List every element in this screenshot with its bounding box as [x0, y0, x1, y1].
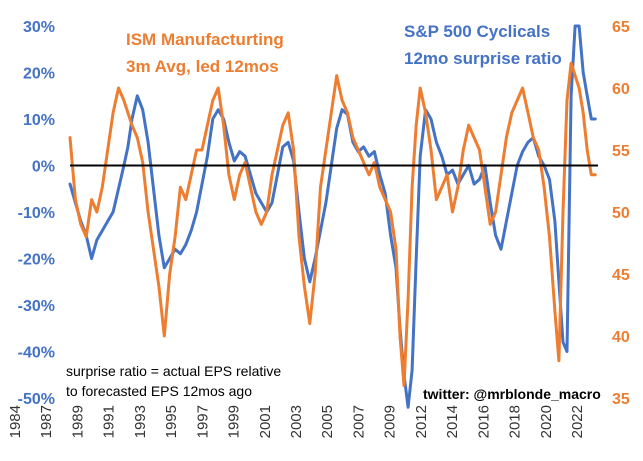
right-axis-tick-label: 65 [612, 19, 630, 36]
left-axis-tick-label: 30% [23, 19, 55, 36]
left-axis-tick-label: -40% [18, 345, 55, 362]
ism-manufacturing-line [68, 61, 597, 388]
ism-series-label: ISM Manufacturting 3m Avg, led 12mos [126, 26, 284, 80]
left-axis-tick-label: 10% [23, 112, 55, 129]
series-layer [68, 24, 597, 409]
x-axis-tick-label: 1993 [132, 405, 149, 438]
x-axis-tick-label: 1995 [163, 405, 180, 438]
x-axis-tick-label: 2014 [444, 405, 461, 438]
x-axis-tick-label: 2012 [413, 405, 430, 438]
x-axis-tick-label: 2003 [288, 405, 305, 438]
right-axis-tick-label: 60 [612, 81, 630, 98]
x-axis-tick-label: 1999 [226, 405, 243, 438]
x-axis-tick-label: 2022 [569, 405, 586, 438]
x-axis-tick-label: 2020 [538, 405, 555, 438]
left-axis-tick-label: 0% [32, 159, 55, 176]
x-axis-tick-label: 2016 [475, 405, 492, 438]
left-axis-tick-label: -30% [18, 298, 55, 315]
left-axis-ticks: 30% 20% 10% 0% -10% -20% -30% -40% -50% [18, 19, 55, 408]
right-axis-ticks: 65 60 55 50 45 40 35 [612, 19, 630, 408]
left-axis-tick-label: -20% [18, 252, 55, 269]
left-axis-tick-label: -50% [18, 391, 55, 408]
twitter-handle: twitter: @mrblonde_macro [423, 386, 601, 402]
left-axis-tick-label: 20% [23, 66, 55, 83]
x-axis-tick-label: 2018 [507, 405, 524, 438]
definition-note: surprise ratio = actual EPS relative to … [66, 361, 281, 401]
x-axis-tick-label: 2005 [319, 405, 336, 438]
x-axis-tick-label: 1997 [194, 405, 211, 438]
spx-label-line1: S&P 500 Cyclicals [404, 22, 551, 41]
x-axis-ticks: 1984 1987 1989 1991 1993 1995 1997 1999 2001 2003… [7, 405, 586, 438]
x-axis-tick-label: 1984 [7, 405, 24, 438]
x-axis-tick-label: 1991 [101, 405, 118, 438]
ism-label-line2: 3m Avg, led 12mos [126, 57, 279, 76]
ism-label-line1: ISM Manufacturting [126, 30, 284, 49]
right-axis-tick-label: 50 [612, 205, 630, 222]
right-axis-tick-label: 35 [612, 391, 630, 408]
left-axis-tick-label: -10% [18, 205, 55, 222]
spx-label-line2: 12mo surprise ratio [404, 49, 562, 68]
x-axis-tick-label: 2009 [382, 405, 399, 438]
right-axis-tick-label: 45 [612, 267, 630, 284]
note-line1: surprise ratio = actual EPS relative [66, 363, 282, 379]
right-axis-tick-label: 40 [612, 329, 630, 346]
right-axis-tick-label: 55 [612, 143, 630, 160]
x-axis-tick-label: 2001 [257, 405, 274, 438]
note-line2: to forecasted EPS 12mos ago [66, 383, 252, 399]
x-axis-tick-label: 1989 [69, 405, 86, 438]
x-axis-tick-label: 1987 [38, 405, 55, 438]
x-axis-tick-label: 2007 [350, 405, 367, 438]
spx-series-label: S&P 500 Cyclicals 12mo surprise ratio [404, 18, 562, 72]
